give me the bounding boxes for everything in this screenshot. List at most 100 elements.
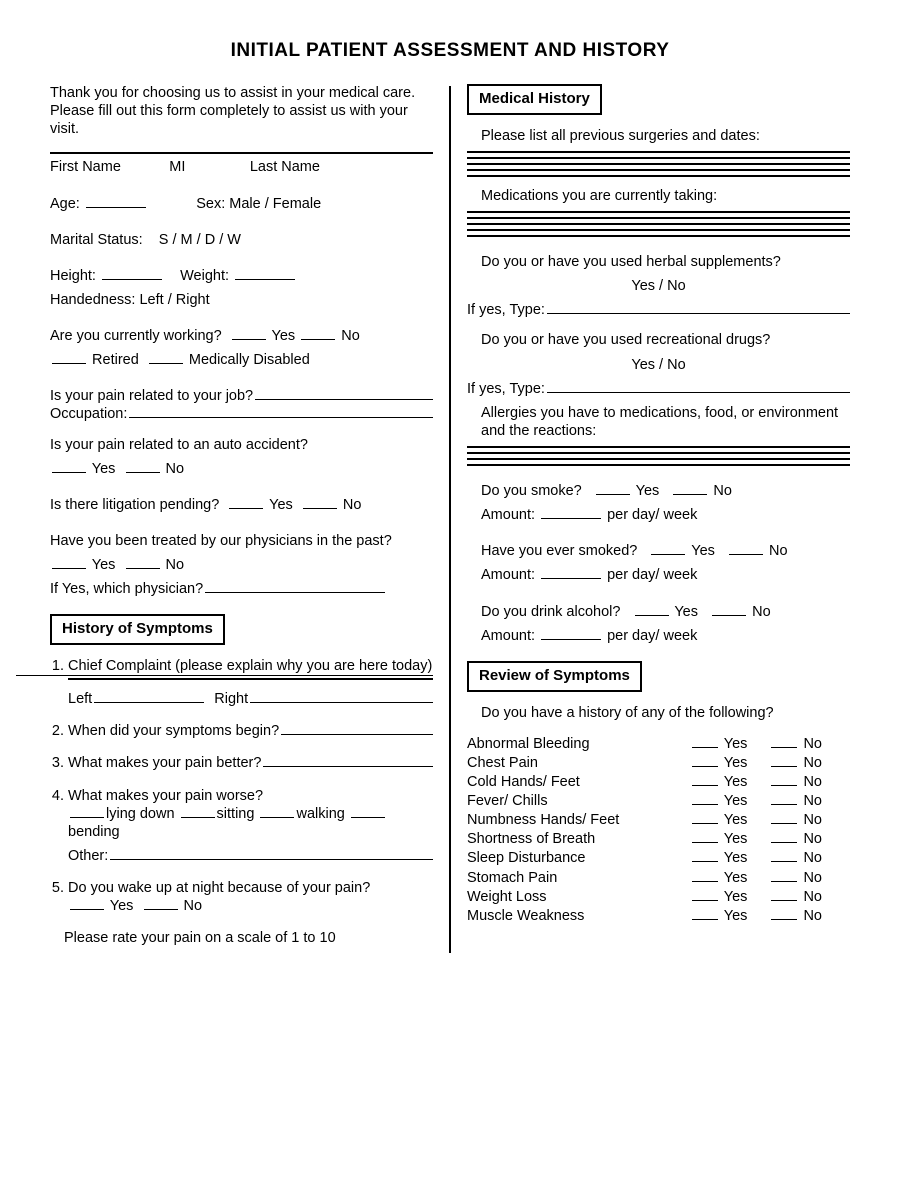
retired-blank[interactable] bbox=[52, 363, 86, 364]
herbal-yesno[interactable]: Yes / No bbox=[467, 277, 850, 295]
lit-yes-blank[interactable] bbox=[229, 508, 263, 509]
q5-no-blank[interactable] bbox=[144, 909, 178, 910]
pain-auto-yn: Yes No bbox=[50, 460, 433, 478]
pain-job-blank[interactable] bbox=[255, 399, 433, 400]
smoke-yes-blank[interactable] bbox=[596, 494, 630, 495]
form-page: INITIAL PATIENT ASSESSMENT AND HISTORY T… bbox=[0, 0, 900, 1200]
working-question: Are you currently working? bbox=[50, 328, 222, 344]
name-line[interactable] bbox=[50, 152, 433, 154]
review-no-blank[interactable] bbox=[771, 861, 797, 862]
alcohol-no-blank[interactable] bbox=[712, 615, 746, 616]
review-yes-blank[interactable] bbox=[692, 804, 718, 805]
herbal-type-blank[interactable] bbox=[547, 313, 850, 314]
review-yes-blank[interactable] bbox=[692, 900, 718, 901]
review-row: Numbness Hands/ Feet Yes No bbox=[467, 811, 850, 829]
review-yes-blank[interactable] bbox=[692, 861, 718, 862]
recdrugs-type-blank[interactable] bbox=[547, 392, 850, 393]
q3-blank[interactable] bbox=[263, 766, 433, 767]
yes-label-r1: Yes bbox=[636, 483, 660, 499]
review-no-blank[interactable] bbox=[771, 766, 797, 767]
review-yes-blank[interactable] bbox=[692, 881, 718, 882]
marital-options[interactable]: S / M / D / W bbox=[159, 232, 241, 248]
q1-left-label: Left bbox=[68, 690, 92, 708]
handedness-options[interactable]: Left / Right bbox=[139, 292, 209, 308]
recdrugs-yesno[interactable]: Yes / No bbox=[467, 356, 850, 374]
surgeries-lines[interactable] bbox=[467, 151, 850, 177]
lit-no-blank[interactable] bbox=[303, 508, 337, 509]
occupation-row: Occupation: bbox=[50, 405, 433, 423]
review-yes-blank[interactable] bbox=[692, 842, 718, 843]
review-row: Chest Pain Yes No bbox=[467, 754, 850, 772]
q1-left-blank[interactable] bbox=[94, 702, 204, 703]
q4-opt-d-blank[interactable] bbox=[351, 817, 385, 818]
alcohol-yes-blank[interactable] bbox=[635, 615, 669, 616]
eversmoke-no-blank[interactable] bbox=[729, 554, 763, 555]
review-no-blank[interactable] bbox=[771, 842, 797, 843]
eversmoke-row: Have you ever smoked? Yes No bbox=[467, 542, 850, 560]
treated-yes-blank[interactable] bbox=[52, 568, 86, 569]
review-row: Cold Hands/ Feet Yes No bbox=[467, 773, 850, 791]
q4-other-label: Other: bbox=[68, 847, 108, 865]
no-label-r1: No bbox=[713, 483, 732, 499]
recdrugs-question: Do you or have you used recreational dru… bbox=[467, 331, 850, 349]
meddisabled-blank[interactable] bbox=[149, 363, 183, 364]
q4-opt-b-blank[interactable] bbox=[181, 817, 215, 818]
age-input[interactable] bbox=[86, 207, 146, 208]
alcohol-amount-row: Amount: per day/ week bbox=[467, 627, 850, 645]
herbal-type-row: If yes, Type: bbox=[467, 301, 850, 319]
q1-right-blank[interactable] bbox=[250, 702, 433, 703]
page-title: INITIAL PATIENT ASSESSMENT AND HISTORY bbox=[50, 40, 850, 62]
q4-options-row: lying down sitting walking bending bbox=[68, 805, 433, 841]
medications-lines[interactable] bbox=[467, 211, 850, 237]
review-no-blank[interactable] bbox=[771, 747, 797, 748]
occupation-blank[interactable] bbox=[129, 417, 433, 418]
herbal-type-label: If yes, Type: bbox=[467, 301, 545, 319]
q4-other-blank[interactable] bbox=[110, 859, 433, 860]
review-item-label: Weight Loss bbox=[467, 888, 690, 906]
review-no-blank[interactable] bbox=[771, 881, 797, 882]
review-no-blank[interactable] bbox=[771, 785, 797, 786]
review-yes-blank[interactable] bbox=[692, 785, 718, 786]
review-yes-blank[interactable] bbox=[692, 766, 718, 767]
review-no-blank[interactable] bbox=[771, 823, 797, 824]
alcohol-amount-blank[interactable] bbox=[541, 639, 601, 640]
working-no-blank[interactable] bbox=[301, 339, 335, 340]
weight-input[interactable] bbox=[235, 279, 295, 280]
no-label-5: No bbox=[184, 898, 203, 914]
q1-line2[interactable] bbox=[68, 678, 433, 680]
q2-blank[interactable] bbox=[281, 734, 433, 735]
eversmoke-yes-blank[interactable] bbox=[651, 554, 685, 555]
review-no-blank[interactable] bbox=[771, 900, 797, 901]
height-label: Height: bbox=[50, 268, 96, 284]
question-4: What makes your pain worse? lying down s… bbox=[68, 787, 433, 866]
which-physician-blank[interactable] bbox=[205, 592, 385, 593]
litigation-question: Is there litigation pending? bbox=[50, 497, 219, 513]
working-yes-blank[interactable] bbox=[232, 339, 266, 340]
question-5: Do you wake up at night because of your … bbox=[68, 879, 433, 915]
review-no-blank[interactable] bbox=[771, 804, 797, 805]
sex-options[interactable]: Male / Female bbox=[229, 196, 321, 212]
yes-label-r2: Yes bbox=[691, 543, 715, 559]
treated-no-blank[interactable] bbox=[126, 568, 160, 569]
q4-opt-c-blank[interactable] bbox=[260, 817, 294, 818]
review-yes-blank[interactable] bbox=[692, 823, 718, 824]
smoke-amount-row: Amount: per day/ week bbox=[467, 506, 850, 524]
review-yes-blank[interactable] bbox=[692, 747, 718, 748]
q4-opt-a-blank[interactable] bbox=[70, 817, 104, 818]
review-no-blank[interactable] bbox=[771, 919, 797, 920]
review-item-label: Shortness of Breath bbox=[467, 830, 690, 848]
q1-line1[interactable] bbox=[16, 675, 433, 676]
smoke-amount-blank[interactable] bbox=[541, 518, 601, 519]
auto-no-blank[interactable] bbox=[126, 472, 160, 473]
eversmoke-amount-blank[interactable] bbox=[541, 578, 601, 579]
height-input[interactable] bbox=[102, 279, 162, 280]
smoke-no-blank[interactable] bbox=[673, 494, 707, 495]
review-yes-blank[interactable] bbox=[692, 919, 718, 920]
review-item-label: Numbness Hands/ Feet bbox=[467, 811, 690, 829]
auto-yes-blank[interactable] bbox=[52, 472, 86, 473]
review-item-label: Abnormal Bleeding bbox=[467, 735, 690, 753]
allergies-lines[interactable] bbox=[467, 446, 850, 466]
q4-opt-b: sitting bbox=[217, 806, 255, 822]
two-column-layout: Thank you for choosing us to assist in y… bbox=[50, 84, 850, 953]
q5-yes-blank[interactable] bbox=[70, 909, 104, 910]
